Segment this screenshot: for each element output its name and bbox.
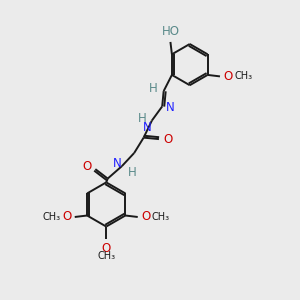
- Text: N: N: [142, 121, 151, 134]
- Text: N: N: [112, 157, 121, 170]
- Text: O: O: [224, 70, 233, 83]
- Text: H: H: [128, 166, 137, 179]
- Text: CH₃: CH₃: [97, 251, 115, 261]
- Text: HO: HO: [161, 25, 179, 38]
- Text: CH₃: CH₃: [152, 212, 170, 222]
- Text: O: O: [62, 211, 71, 224]
- Text: CH₃: CH₃: [43, 212, 61, 222]
- Text: H: H: [148, 82, 157, 95]
- Text: O: O: [82, 160, 91, 173]
- Text: O: O: [163, 133, 172, 146]
- Text: N: N: [166, 101, 175, 114]
- Text: CH₃: CH₃: [234, 71, 252, 81]
- Text: O: O: [102, 242, 111, 256]
- Text: H: H: [138, 112, 147, 125]
- Text: O: O: [141, 211, 151, 224]
